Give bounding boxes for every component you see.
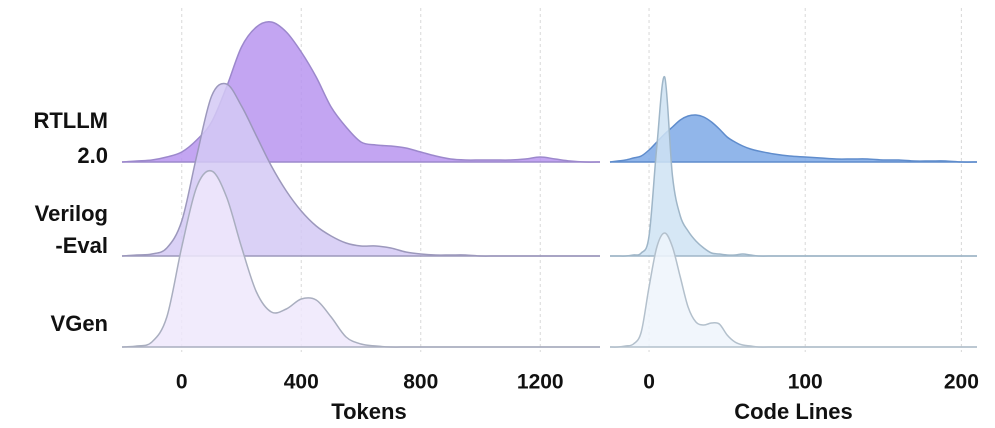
row-label-line: -Eval	[55, 233, 108, 258]
x-tick-label: 200	[944, 371, 979, 394]
ridge-line	[121, 21, 601, 163]
ridge-line	[609, 114, 978, 163]
row-label-line: 2.0	[77, 143, 108, 168]
ridge-area	[610, 114, 977, 163]
x-axis-title: Code Lines	[734, 399, 853, 424]
row-label-line: RTLLM	[33, 108, 108, 133]
ridge-area	[122, 83, 600, 257]
row-label: Verilog -Eval	[35, 201, 108, 258]
ridge-area	[610, 76, 977, 257]
x-tick-label: 800	[403, 371, 438, 394]
ridge-area	[122, 170, 600, 348]
row-label: RTLLM 2.0	[33, 108, 108, 168]
x-tick-label: 0	[176, 371, 188, 394]
ridge-area	[122, 21, 600, 163]
x-tick-label: 100	[788, 371, 823, 394]
x-tick-label: 0	[643, 371, 655, 394]
row-label: VGen	[51, 311, 108, 336]
ridge-area	[610, 233, 977, 348]
row-label-line: VGen	[51, 311, 108, 336]
row-label-line: Verilog	[35, 201, 108, 226]
x-tick-label: 1200	[517, 371, 564, 394]
x-axis-title: Tokens	[331, 399, 406, 424]
x-tick-label: 400	[284, 371, 319, 394]
